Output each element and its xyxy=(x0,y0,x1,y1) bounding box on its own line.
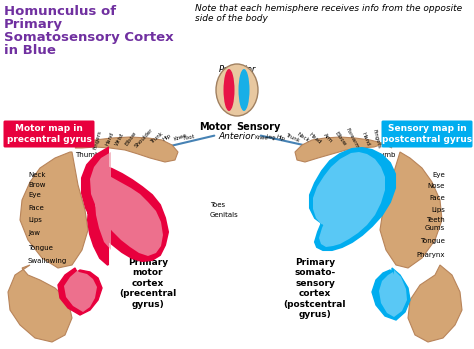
Polygon shape xyxy=(408,265,462,342)
Text: Sensory map in
postcentral gyrus: Sensory map in postcentral gyrus xyxy=(382,124,472,144)
Ellipse shape xyxy=(216,64,258,116)
Text: Tongue: Tongue xyxy=(28,245,53,251)
Text: Note that each hemisphere receives info from the opposite
side of the body: Note that each hemisphere receives info … xyxy=(195,4,462,23)
Ellipse shape xyxy=(238,69,249,111)
Text: Foot: Foot xyxy=(182,134,195,141)
Text: Fingers: Fingers xyxy=(92,129,102,149)
Text: Primary: Primary xyxy=(4,18,63,31)
Text: Thumb: Thumb xyxy=(371,152,395,158)
Text: Gums: Gums xyxy=(425,225,445,231)
Polygon shape xyxy=(64,270,97,312)
Text: Primary
somato-
sensory
cortex
(postcentral
gyrus): Primary somato- sensory cortex (postcent… xyxy=(284,258,346,319)
Polygon shape xyxy=(90,152,163,256)
FancyBboxPatch shape xyxy=(382,120,473,148)
Text: Forearm: Forearm xyxy=(345,127,360,150)
Polygon shape xyxy=(379,270,407,317)
Polygon shape xyxy=(82,148,168,265)
Text: Shoulder: Shoulder xyxy=(134,128,155,149)
Text: Trunk: Trunk xyxy=(284,132,300,143)
Text: Pharynx: Pharynx xyxy=(417,252,445,258)
Polygon shape xyxy=(8,265,72,342)
Text: Toes: Toes xyxy=(210,202,225,208)
Text: Head: Head xyxy=(308,132,322,144)
Text: Sensory: Sensory xyxy=(236,122,280,132)
Polygon shape xyxy=(20,152,88,268)
Text: Homunculus of: Homunculus of xyxy=(4,5,116,18)
Text: Neck: Neck xyxy=(28,172,46,178)
Text: Eye: Eye xyxy=(432,172,445,178)
Text: Fingers: Fingers xyxy=(372,129,382,149)
Text: Nose: Nose xyxy=(428,183,445,189)
Text: Genitals: Genitals xyxy=(210,212,239,218)
Text: Anterior: Anterior xyxy=(219,132,255,141)
FancyBboxPatch shape xyxy=(3,120,94,148)
Text: Lips: Lips xyxy=(431,207,445,213)
Text: Jaw: Jaw xyxy=(28,230,40,236)
Ellipse shape xyxy=(224,69,235,111)
Text: Face: Face xyxy=(28,205,44,211)
Text: Swallowing: Swallowing xyxy=(28,258,67,264)
Text: Knee: Knee xyxy=(173,133,187,142)
Text: Somatosensory Cortex: Somatosensory Cortex xyxy=(4,31,173,44)
Polygon shape xyxy=(372,268,410,320)
Text: Brow: Brow xyxy=(28,182,46,188)
Polygon shape xyxy=(313,152,385,247)
Text: Neck: Neck xyxy=(296,132,310,144)
Polygon shape xyxy=(75,137,178,162)
Text: Primary
motor
cortex
(precentral
gyrus): Primary motor cortex (precentral gyrus) xyxy=(119,258,177,309)
Text: Face: Face xyxy=(429,195,445,201)
Text: Eye: Eye xyxy=(28,192,41,198)
Text: Teeth: Teeth xyxy=(426,217,445,223)
Polygon shape xyxy=(310,148,395,250)
Text: Thumb: Thumb xyxy=(75,152,100,158)
Text: Hand: Hand xyxy=(360,131,370,147)
Text: Hip: Hip xyxy=(162,133,172,142)
Text: Hip: Hip xyxy=(276,134,286,141)
Text: Knee: Knee xyxy=(254,135,268,140)
Text: Arm: Arm xyxy=(322,132,334,144)
Text: Trunk: Trunk xyxy=(149,131,164,145)
Text: Hand: Hand xyxy=(105,131,115,147)
Text: Wrist: Wrist xyxy=(114,132,125,146)
Text: Tongue: Tongue xyxy=(420,238,445,244)
Polygon shape xyxy=(295,137,392,162)
Text: Elbow: Elbow xyxy=(124,131,137,147)
Text: Leg: Leg xyxy=(265,134,276,141)
Polygon shape xyxy=(58,268,102,315)
Text: Posterior: Posterior xyxy=(219,65,255,74)
Text: in Blue: in Blue xyxy=(4,44,56,57)
Polygon shape xyxy=(380,152,442,268)
Text: Motor map in
precentral gyrus: Motor map in precentral gyrus xyxy=(7,124,91,144)
Text: Motor: Motor xyxy=(199,122,231,132)
Text: Elbow: Elbow xyxy=(333,131,347,147)
Text: Lips: Lips xyxy=(28,217,42,223)
